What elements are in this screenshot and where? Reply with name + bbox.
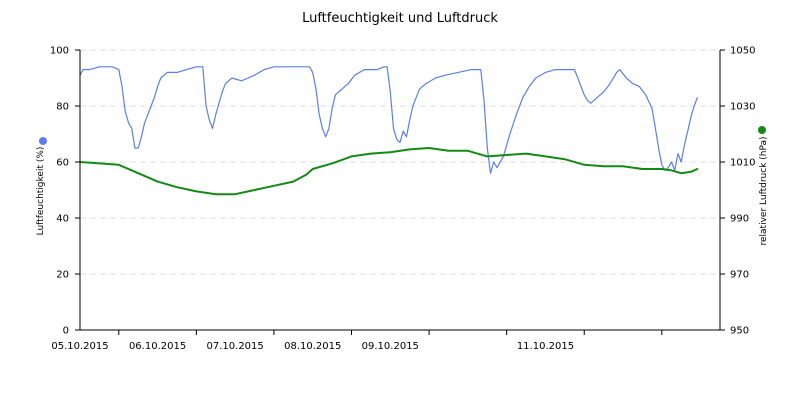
x-tick-label: 06.10.2015 [129,341,186,352]
y-left-tick-label: 20 [56,270,69,281]
x-tick-label: 08.10.2015 [284,341,341,352]
x-tick-label: 07.10.2015 [207,341,264,352]
y-left-tick-label: 100 [50,46,69,57]
y-right-tick-label: 970 [730,270,749,281]
y-left-axis-label: Luftfeuchtigkeit (%) [36,147,46,236]
series-group [79,66,699,196]
y-left-tick-label: 0 [63,326,69,337]
y-left-tick-label: 80 [56,102,69,113]
x-tick-label: 09.10.2015 [362,341,419,352]
pressure-series-line [79,147,699,196]
humidity-series-line [79,66,699,174]
y-right-axis-label: relativer Luftdruck (hPa) [759,136,769,245]
chart-title: Luftfeuchtigkeit und Luftdruck [302,11,498,26]
y-right-tick-label: 1030 [730,102,755,113]
y-left-tick-label: 60 [56,158,69,169]
x-tick-label: 11.10.2015 [517,341,574,352]
y-right-tick-label: 950 [730,326,749,337]
x-tick-label: 05.10.2015 [51,341,108,352]
y-left-series-marker [39,137,47,145]
grid [80,49,720,275]
y-right-tick-label: 1050 [730,46,755,57]
axes: 0 20 40 60 80 100 950 970 990 1010 1030 1050 05.10.2… [50,46,756,353]
y-left-tick-label: 40 [56,214,69,225]
y-right-tick-label: 990 [730,214,749,225]
y-right-tick-label: 1010 [730,158,755,169]
y-right-series-marker [758,126,766,134]
